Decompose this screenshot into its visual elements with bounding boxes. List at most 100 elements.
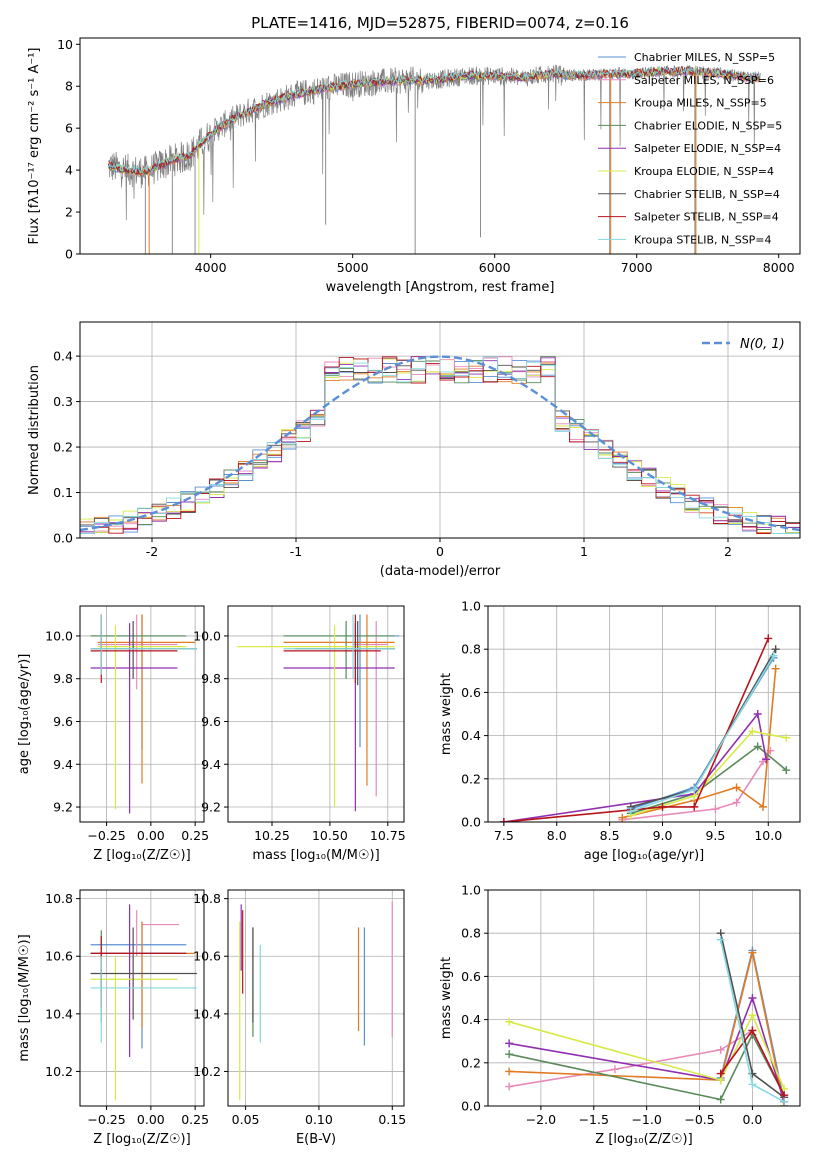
x-tick-label: 8000 bbox=[763, 260, 795, 275]
y-tick-label: 8 bbox=[65, 79, 73, 94]
x-tick-label: −0.5 bbox=[684, 1112, 714, 1127]
x-axis-label: (data-model)/error bbox=[380, 564, 501, 579]
x-tick-label: 10.25 bbox=[254, 828, 290, 843]
weight-line-salpeter_elodie bbox=[503, 712, 767, 822]
z-age-frame: −0.25 0.00 0.25 9.2 9.4 9.6 9.8 10.0 Z [log₁₀(Z/… bbox=[17, 605, 209, 863]
z-weight-axes bbox=[488, 889, 800, 1107]
y-tick-label: 9.2 bbox=[201, 800, 221, 815]
weight-marker-kroupa_miles bbox=[758, 802, 767, 811]
legend-entry-chabrier_miles: Chabrier MILES, N_SSP=5 bbox=[634, 51, 775, 64]
x-axis-label: Z [log₁₀(Z/Z☉)] bbox=[595, 1132, 692, 1147]
x-tick-label: -2 bbox=[146, 544, 158, 559]
y-axis-label: Flux [fλ10⁻¹⁷ erg cm⁻² s⁻¹ A⁻¹] bbox=[27, 48, 42, 245]
weight-marker-chabrier_elodie bbox=[782, 766, 791, 775]
x-tick-label: 7000 bbox=[621, 260, 653, 275]
weight-marker-kroupa_elodie bbox=[748, 727, 757, 736]
x-tick-label: 8.5 bbox=[600, 828, 620, 843]
weight-marker-kroupa_miles bbox=[618, 813, 627, 822]
weight-line-salpeter_elodie bbox=[509, 995, 785, 1102]
x-axis-label: wavelength [Angstrom, rest frame] bbox=[326, 280, 555, 295]
y-axis-label: mass weight bbox=[439, 957, 454, 1039]
z-mass-plot bbox=[90, 904, 197, 1101]
y-tick-label: 10.6 bbox=[193, 949, 221, 964]
y-tick-label: 9.8 bbox=[201, 671, 221, 686]
y-tick-label: 10.8 bbox=[193, 891, 221, 906]
weight-marker-salpeter_elodie bbox=[748, 994, 757, 1002]
axes-frame bbox=[79, 605, 205, 823]
x-tick-label: 0.0 bbox=[742, 1112, 762, 1127]
y-tick-label: 10.6 bbox=[45, 949, 73, 964]
ebv-mass-frame: 0.05 0.10 0.15 10.2 10.4 10.6 10.8 E(B-V) bbox=[193, 889, 406, 1147]
x-tick-label: 10.75 bbox=[370, 828, 406, 843]
residuals-axes bbox=[80, 322, 800, 539]
weight-marker-kroupa_stelib bbox=[769, 651, 778, 660]
y-tick-label: 0.4 bbox=[461, 728, 481, 743]
legend-entry-chabrier_elodie: Chabrier ELODIE, N_SSP=5 bbox=[634, 119, 782, 132]
axes-frame bbox=[487, 889, 801, 1107]
y-tick-label: 0.8 bbox=[461, 926, 481, 941]
x-tick-label: 0.05 bbox=[232, 1112, 260, 1127]
x-tick-label: −0.25 bbox=[87, 828, 125, 843]
weight-marker-kroupa_miles bbox=[732, 783, 741, 792]
weight-line-kroupa_miles bbox=[509, 952, 785, 1106]
y-tick-label: 10.4 bbox=[193, 1006, 221, 1021]
x-tick-label: 2 bbox=[724, 544, 732, 559]
x-axis-label: E(B-V) bbox=[296, 1132, 336, 1147]
y-tick-label: 0.0 bbox=[461, 815, 481, 830]
y-tick-label: 0.2 bbox=[53, 440, 73, 455]
spectrum-plot bbox=[107, 64, 761, 254]
x-tick-label: 0.25 bbox=[181, 828, 209, 843]
x-tick-label: −1.5 bbox=[579, 1112, 609, 1127]
y-tick-label: 0.2 bbox=[461, 771, 481, 786]
weight-marker-kroupa_miles bbox=[748, 948, 757, 957]
y-tick-label: 0.4 bbox=[53, 349, 73, 364]
weight-marker-kroupa_elodie bbox=[748, 1011, 757, 1020]
y-tick-label: 0.3 bbox=[53, 394, 73, 409]
weight-line-salpeter_stelib bbox=[503, 638, 770, 822]
x-axis-label: age [log₁₀(age/yr)] bbox=[584, 848, 705, 863]
x-axis-label: Z [log₁₀(Z/Z☉)] bbox=[93, 848, 190, 863]
y-tick-label: 0.4 bbox=[461, 1012, 481, 1027]
x-tick-label: 0.00 bbox=[137, 828, 165, 843]
weight-marker-salpeter_miles bbox=[716, 1045, 725, 1054]
residuals-frame: -2 -1 0 1 2 0.0 0.1 0.2 0.3 0.4 (data-model)/error… bbox=[27, 321, 801, 579]
x-tick-label: 0.10 bbox=[305, 1112, 333, 1127]
y-tick-label: 0.1 bbox=[53, 485, 73, 500]
z-weight-frame: −2.0 −1.5 −1.0 −0.5 0.0 0.0 0.2 0.4 0.6 0.8 1.0 Z [… bbox=[439, 883, 801, 1147]
x-tick-label: 5000 bbox=[337, 260, 369, 275]
weight-marker-kroupa_stelib bbox=[716, 935, 725, 944]
y-tick-label: 0 bbox=[65, 247, 73, 262]
legend-entry-kroupa_stelib: Kroupa STELIB, N_SSP=4 bbox=[634, 233, 772, 246]
weight-line-chabrier_elodie bbox=[509, 1032, 785, 1101]
x-tick-label: -1 bbox=[290, 544, 302, 559]
x-tick-label: 8.0 bbox=[547, 828, 567, 843]
weight-marker-salpeter_miles bbox=[732, 798, 741, 807]
y-tick-label: 0.8 bbox=[461, 642, 481, 657]
y-tick-label: 10.2 bbox=[193, 1064, 221, 1079]
z-mass-frame: −0.25 0.00 0.25 10.2 10.4 10.6 10.8 Z [log₁₀(Z/… bbox=[17, 889, 209, 1147]
x-tick-label: 10.0 bbox=[754, 828, 782, 843]
weight-marker-kroupa_miles bbox=[771, 664, 780, 673]
legend-entry-salpeter_elodie: Salpeter ELODIE, N_SSP=4 bbox=[634, 142, 781, 155]
y-tick-label: 0.6 bbox=[461, 685, 481, 700]
y-tick-label: 0.6 bbox=[461, 969, 481, 984]
data-spectrum-line bbox=[108, 64, 761, 221]
weight-marker-salpeter_miles bbox=[711, 805, 720, 814]
axes-frame bbox=[227, 605, 405, 823]
x-tick-label: 0.00 bbox=[137, 1112, 165, 1127]
ebv-mass-plot bbox=[239, 901, 393, 1101]
axes-frame bbox=[227, 889, 405, 1107]
weight-marker-kroupa_stelib bbox=[780, 1097, 789, 1106]
age-weight-frame: 7.5 8.0 8.5 9.0 9.5 10.0 0.0 0.2 0.4 0.6 0.8 1.0 age… bbox=[439, 599, 801, 863]
weight-marker-kroupa_stelib bbox=[626, 807, 635, 816]
weight-marker-salpeter_stelib bbox=[764, 634, 773, 643]
weight-marker-salpeter_stelib bbox=[690, 802, 699, 811]
y-tick-label: 0.0 bbox=[461, 1099, 481, 1114]
y-tick-label: 6 bbox=[65, 121, 73, 136]
x-tick-label: −2.0 bbox=[526, 1112, 556, 1127]
weight-marker-salpeter_stelib bbox=[658, 802, 667, 811]
y-tick-label: 0.0 bbox=[53, 531, 73, 546]
y-tick-label: 10.0 bbox=[45, 628, 73, 643]
y-tick-label: 1.0 bbox=[461, 599, 481, 614]
x-tick-label: 0.25 bbox=[181, 1112, 209, 1127]
